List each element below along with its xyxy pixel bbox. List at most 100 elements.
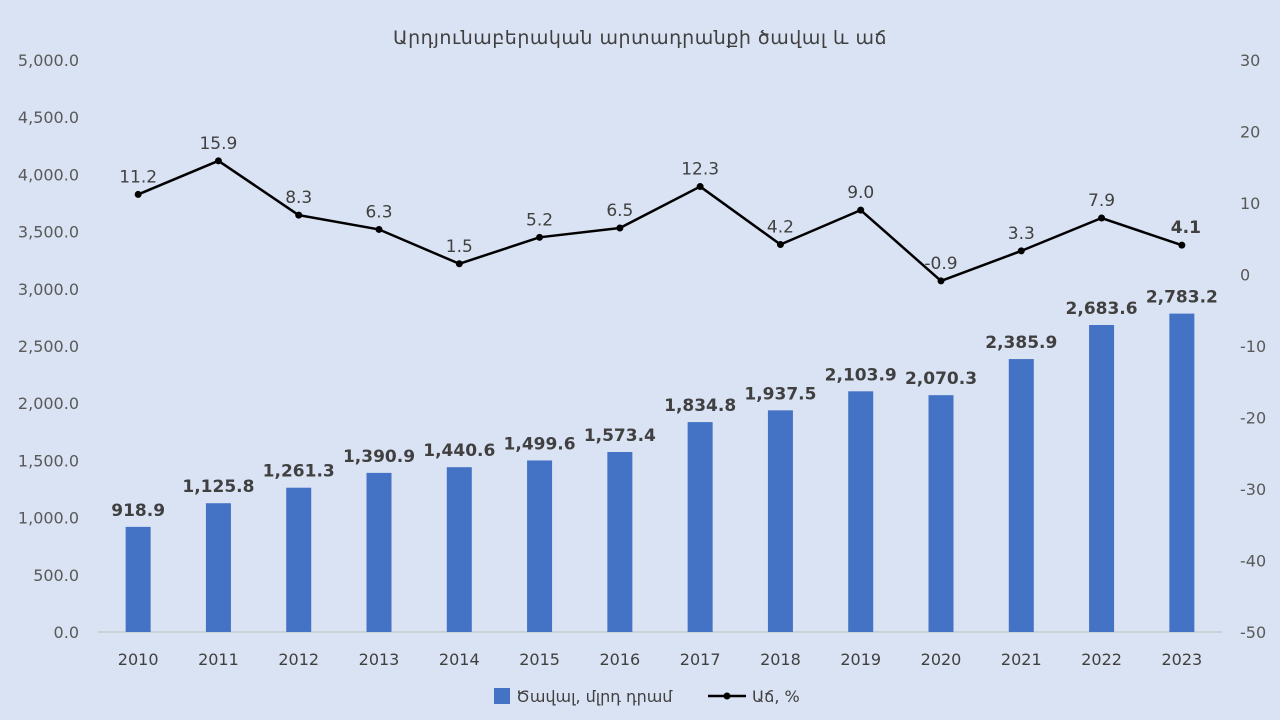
x-axis: 2010 2011 2012 2013 2014 2015 2016 2017 2018 2019… xyxy=(118,650,1202,669)
x-tick-label: 2010 xyxy=(118,650,159,669)
y-left-tick-label: 2,000.0 xyxy=(18,394,79,413)
bar-value-label: 1,125.8 xyxy=(182,477,254,497)
y-left-tick-label: 5,000.0 xyxy=(18,51,79,70)
bar xyxy=(1089,324,1115,632)
x-tick-label: 2012 xyxy=(278,650,319,669)
growth-value-label: 3.3 xyxy=(1008,224,1035,244)
bar-value-label: 1,573.4 xyxy=(584,426,656,446)
y-right-tick-label: 0 xyxy=(1240,266,1250,285)
x-tick-label: 2023 xyxy=(1161,650,1202,669)
growth-point xyxy=(1098,214,1106,222)
x-tick-label: 2011 xyxy=(198,650,239,669)
bar-value-label: 2,103.9 xyxy=(825,365,897,385)
legend-swatch-volume xyxy=(494,688,510,704)
bar xyxy=(848,391,874,632)
bar-value-label: 2,070.3 xyxy=(905,369,977,389)
right-axis: -50 -40 -30 -20 -10 0 10 20 30 xyxy=(1240,51,1266,642)
x-tick-label: 2021 xyxy=(1001,650,1042,669)
x-tick-label: 2014 xyxy=(439,650,480,669)
bar-value-label: 1,834.8 xyxy=(664,396,736,416)
bar xyxy=(767,410,793,632)
legend-marker-growth xyxy=(723,692,731,700)
growth-point xyxy=(616,224,624,232)
left-axis: 0.0 500.0 1,000.0 1,500.0 2,000.0 2,500.0 3,00… xyxy=(18,51,79,642)
y-right-tick-label: 10 xyxy=(1240,194,1260,213)
growth-value-label: 11.2 xyxy=(119,167,157,187)
y-right-tick-label: -30 xyxy=(1240,480,1266,499)
x-tick-label: 2019 xyxy=(840,650,881,669)
x-tick-label: 2020 xyxy=(921,650,962,669)
bar-value-label: 1,440.6 xyxy=(423,441,495,461)
growth-point xyxy=(1017,247,1025,255)
growth-line xyxy=(137,159,1183,283)
bar-value-label: 2,683.6 xyxy=(1066,299,1138,319)
bar xyxy=(125,526,151,632)
y-left-tick-label: 1,000.0 xyxy=(18,509,79,528)
growth-value-label: 4.2 xyxy=(767,217,794,237)
growth-point xyxy=(937,277,945,285)
bar xyxy=(1169,313,1195,632)
y-left-tick-label: 0.0 xyxy=(54,623,79,642)
bar-value-label: 1,390.9 xyxy=(343,447,415,467)
y-right-tick-label: -40 xyxy=(1240,552,1266,571)
y-left-tick-label: 4,500.0 xyxy=(18,108,79,127)
bar-value-label: 918.9 xyxy=(111,501,165,521)
growth-value-label: 1.5 xyxy=(446,237,473,257)
x-tick-label: 2018 xyxy=(760,650,801,669)
bar xyxy=(366,472,392,632)
growth-point xyxy=(134,190,142,198)
growth-value-label: 9.0 xyxy=(847,183,874,203)
growth-point xyxy=(696,183,704,191)
chart-title: Արդյունաբերական արտադրանքի ծավալ և աճ xyxy=(393,27,887,49)
growth-point xyxy=(536,233,544,241)
legend-label-volume: Ծավալ, մլրդ դրամ xyxy=(516,687,673,706)
growth-value-label: 6.5 xyxy=(606,201,633,221)
x-tick-label: 2016 xyxy=(599,650,640,669)
bar-value-label: 2,385.9 xyxy=(985,333,1057,353)
x-tick-label: 2022 xyxy=(1081,650,1122,669)
y-left-tick-label: 500.0 xyxy=(33,566,79,585)
legend-label-growth: Աճ, % xyxy=(752,687,800,706)
growth-point xyxy=(455,260,463,268)
growth-point xyxy=(375,225,383,233)
bar xyxy=(1008,359,1034,632)
bar-value-label: 1,937.5 xyxy=(744,384,816,404)
y-left-tick-label: 4,000.0 xyxy=(18,165,79,184)
bar xyxy=(527,460,553,632)
bar xyxy=(286,487,312,632)
bar xyxy=(205,503,231,632)
growth-value-label: 8.3 xyxy=(285,188,312,208)
bar xyxy=(446,467,472,632)
y-right-tick-label: -20 xyxy=(1240,409,1266,428)
growth-point xyxy=(857,206,865,214)
legend: Ծավալ, մլրդ դրամ Աճ, % xyxy=(494,687,800,706)
growth-point xyxy=(776,240,784,248)
bar-value-label: 1,499.6 xyxy=(504,434,576,454)
bar-series: 918.9 1,125.8 1,261.3 1,390.9 1,440.6 1,499.6… xyxy=(111,288,1218,632)
bar xyxy=(607,452,633,632)
bar-value-label: 2,783.2 xyxy=(1146,288,1218,308)
bar xyxy=(928,395,954,632)
x-tick-label: 2013 xyxy=(359,650,400,669)
y-left-tick-label: 3,500.0 xyxy=(18,223,79,242)
y-right-tick-label: -50 xyxy=(1240,623,1266,642)
line-series: 11.2 15.9 8.3 6.3 1.5 5.2 6.5 12.3 4.2 9.0 -0.9 3.3… xyxy=(119,134,1201,285)
y-left-tick-label: 3,000.0 xyxy=(18,280,79,299)
x-tick-label: 2017 xyxy=(680,650,721,669)
growth-point xyxy=(295,211,303,219)
growth-point xyxy=(214,157,222,165)
growth-value-label: 4.1 xyxy=(1171,218,1201,238)
growth-value-label: -0.9 xyxy=(924,254,957,274)
growth-value-label: 6.3 xyxy=(365,202,392,222)
y-right-tick-label: 20 xyxy=(1240,123,1260,142)
x-tick-label: 2015 xyxy=(519,650,560,669)
y-right-tick-label: -10 xyxy=(1240,337,1266,356)
bar-value-label: 1,261.3 xyxy=(263,462,335,482)
growth-value-label: 12.3 xyxy=(681,160,719,180)
growth-point xyxy=(1178,241,1186,249)
y-left-tick-label: 1,500.0 xyxy=(18,451,79,470)
y-left-tick-label: 2,500.0 xyxy=(18,337,79,356)
growth-value-label: 7.9 xyxy=(1088,191,1115,211)
